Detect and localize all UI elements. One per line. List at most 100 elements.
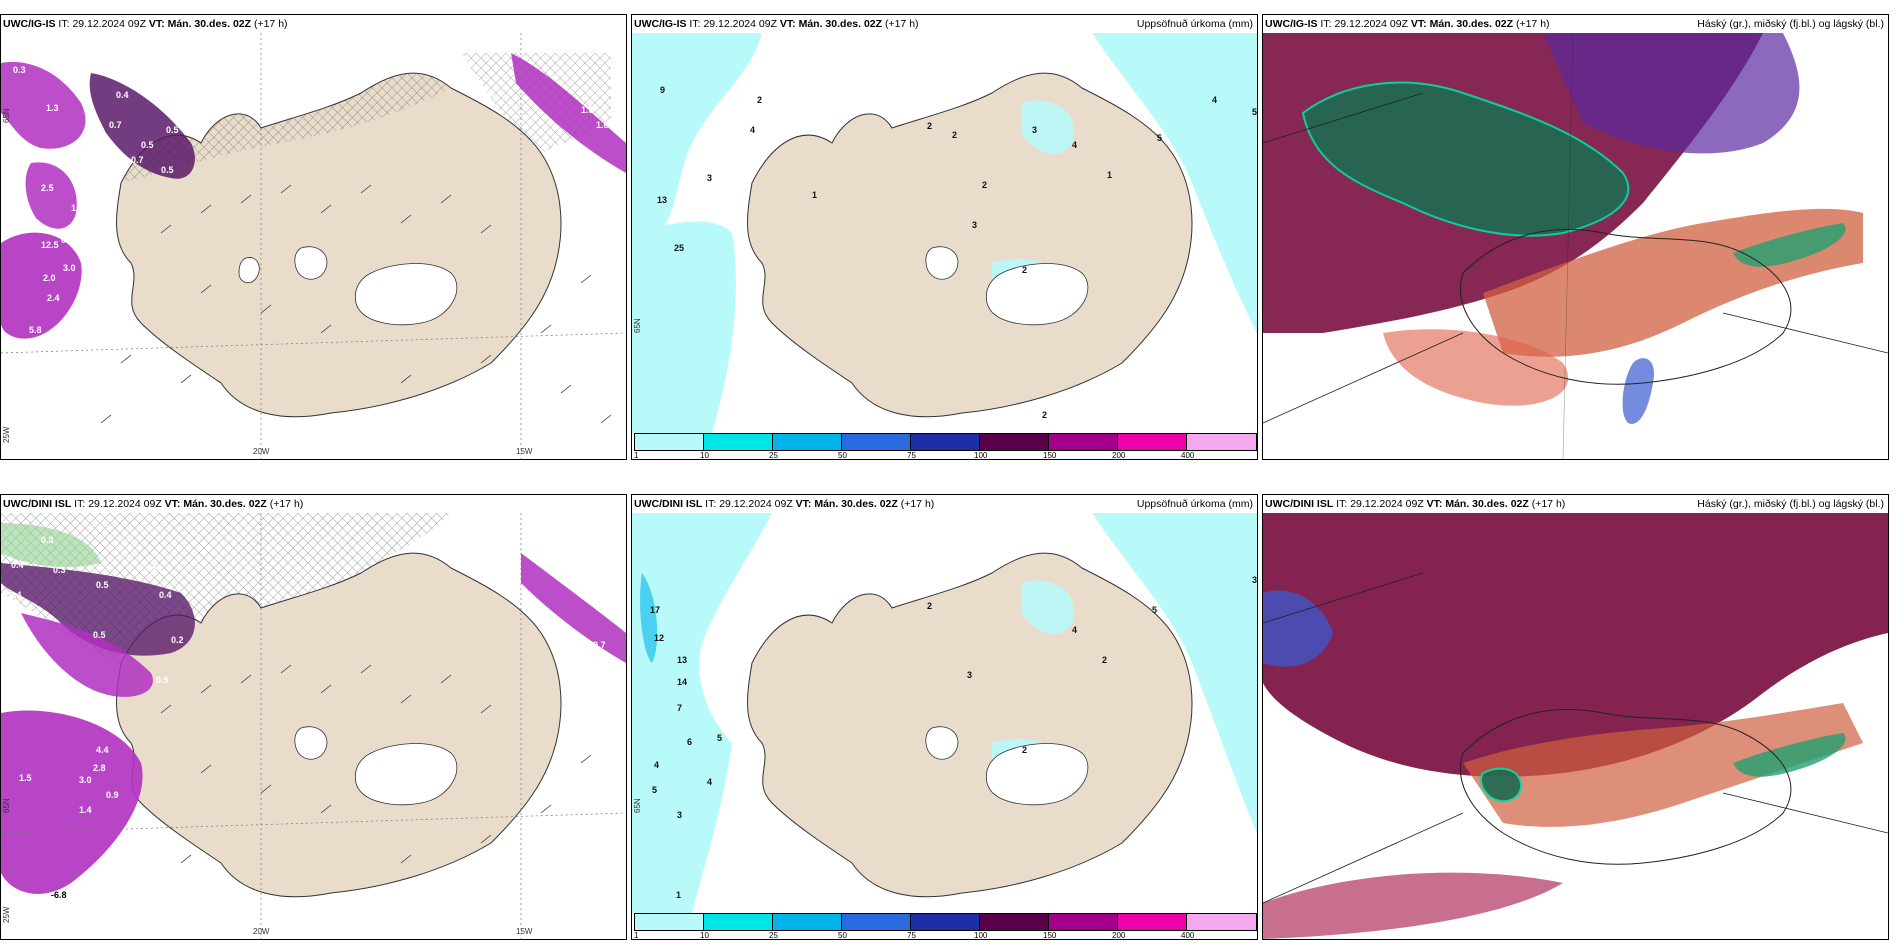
panel-header: UWC/DINI ISL IT: 29.12.2024 09Z VT: Mán.…	[634, 498, 934, 510]
precip-area	[632, 33, 762, 253]
colorbar-tick: 200	[1112, 931, 1126, 940]
lead-time: (+17 h)	[884, 18, 919, 30]
wind-value-labels: 0.3 0.4 0.3 0.4 0.7 0.5 0.4 0.5 0.2 0.5 …	[9, 535, 606, 900]
model-name: UWC/IG-IS	[634, 18, 687, 30]
wind-area	[1, 232, 82, 339]
vt-label: VT:	[1410, 18, 1427, 30]
precip-value: 4	[1072, 140, 1077, 150]
wind-value: 3.0	[79, 775, 92, 785]
glacier	[238, 257, 260, 284]
colorbar-ticks: 1 10 25 50 75 100 150 200 400	[634, 931, 1257, 940]
lon-label: 15W	[516, 447, 533, 456]
wind-value: 1.4	[79, 805, 92, 815]
colorbar-swatch	[1187, 914, 1256, 930]
iceland-land	[116, 552, 562, 898]
it-value: 29.12.2024 09Z	[88, 498, 162, 510]
vt-label: VT:	[795, 498, 812, 510]
wind-value: 1.3	[71, 203, 84, 213]
iceland-land	[747, 72, 1193, 418]
precip-value: 3	[972, 220, 977, 230]
iceland-land	[747, 552, 1193, 898]
wind-value: 2.5	[41, 183, 54, 193]
wind-value: 1.5	[581, 105, 594, 115]
it-label: IT:	[1336, 498, 1348, 510]
iceland-outline	[1459, 708, 1792, 865]
wind-value: 0.4	[116, 90, 129, 100]
map-wind: 0.3 0.4 0.3 0.4 0.7 0.5 0.4 0.5 0.2 0.5 …	[1, 513, 626, 939]
precip-area	[1022, 580, 1074, 634]
map-wind: 0.3 1.3 0.7 0.5 2.5 1.3 0.2 2.0 2.4 12.5…	[1, 33, 626, 459]
precip-value: 4	[654, 760, 659, 770]
glacier	[294, 246, 328, 280]
wind-area-green	[1, 523, 101, 568]
lon-label: 20W	[253, 447, 270, 456]
wind-value: 2.4	[47, 293, 60, 303]
colorbar-tick: 50	[838, 931, 847, 940]
wind-area-dark	[89, 73, 195, 179]
wind-value: 0.5	[141, 140, 154, 150]
precip-value: 14	[677, 677, 687, 687]
lon-label: 20W	[253, 927, 270, 936]
wind-value: 1.3	[46, 103, 59, 113]
wind-value: 0.5	[166, 125, 179, 135]
precip-value: 3	[967, 670, 972, 680]
colorbar-swatch	[704, 434, 773, 450]
precip-value: 6	[687, 737, 692, 747]
panel-header: UWC/DINI ISL IT: 29.12.2024 09Z VT: Mán.…	[3, 498, 303, 510]
wind-barbs	[100, 184, 612, 424]
map-cloud	[1263, 33, 1888, 459]
lat-label: 65N	[633, 318, 642, 333]
precip-value: 4	[1072, 625, 1077, 635]
lead-time: (+17 h)	[269, 498, 304, 510]
lat-label: 65N	[2, 108, 11, 123]
wind-value: 0.7	[131, 155, 144, 165]
wind-value: 1.5	[19, 773, 32, 783]
precip-area	[640, 573, 658, 663]
colorbar-swatch	[842, 914, 911, 930]
colorbar-tick: 75	[907, 451, 916, 460]
precip-value: 3	[677, 810, 682, 820]
wind-value: 0.5	[156, 675, 169, 685]
precip-value-labels: 9 13 25 2 3 4 1 5 2 2 3 4 1 2 3 4 5 2 2	[657, 85, 1257, 420]
model-name: UWC/DINI ISL	[634, 498, 703, 510]
cloud-high	[1543, 33, 1800, 154]
precip-value: 2	[927, 601, 932, 611]
lat-label: 65N	[2, 798, 11, 813]
precip-value: 5	[652, 785, 657, 795]
precip-value: 5	[717, 733, 722, 743]
colorbar-swatch	[635, 434, 704, 450]
colorbar-swatch	[704, 914, 773, 930]
model-name: UWC/IG-IS	[3, 18, 56, 30]
precip-value: 7	[677, 703, 682, 713]
panel-cloud-dini: UWC/DINI ISL IT: 29.12.2024 09Z VT: Mán.…	[1262, 494, 1889, 940]
vt-value: Mán. 30.des. 02Z	[1429, 18, 1514, 30]
it-label: IT:	[705, 498, 717, 510]
colorbar: 1 10 25 50 75 100 150 200 400	[632, 431, 1257, 459]
glacier	[925, 246, 959, 280]
vt-value: Mán. 30.des. 02Z	[167, 18, 252, 30]
precip-value: 4	[707, 777, 712, 787]
wind-value: 4.4	[96, 745, 109, 755]
precip-value: 12	[654, 633, 664, 643]
cloud-mid	[1463, 703, 1863, 827]
glacier	[294, 726, 328, 760]
vt-label: VT:	[164, 498, 181, 510]
colorbar-ticks: 1 10 25 50 75 100 150 200 400	[634, 451, 1257, 460]
cloud-low	[1301, 81, 1630, 237]
glacier	[925, 726, 959, 760]
wind-value-labels: 0.3 1.3 0.7 0.5 2.5 1.3 0.2 2.0 2.4 12.5…	[13, 65, 609, 335]
cloud-high	[1263, 590, 1333, 667]
wind-area	[25, 162, 77, 229]
precip-value: 2	[1022, 265, 1027, 275]
panel-wind-igis: UWC/IG-IS IT: 29.12.2024 09Z VT: Mán. 30…	[0, 14, 627, 460]
panel-header: UWC/DINI ISL IT: 29.12.2024 09Z VT: Mán.…	[1265, 498, 1565, 510]
model-name: UWC/IG-IS	[1265, 18, 1318, 30]
colorbar-tick: 100	[974, 451, 988, 460]
wind-value: 0.4	[11, 560, 24, 570]
colorbar-tick: 10	[700, 451, 709, 460]
precip-value: 13	[677, 655, 687, 665]
precip-value: 25	[674, 243, 684, 253]
wind-area	[511, 53, 626, 173]
colorbar-swatch	[911, 434, 980, 450]
precip-area	[632, 221, 736, 433]
